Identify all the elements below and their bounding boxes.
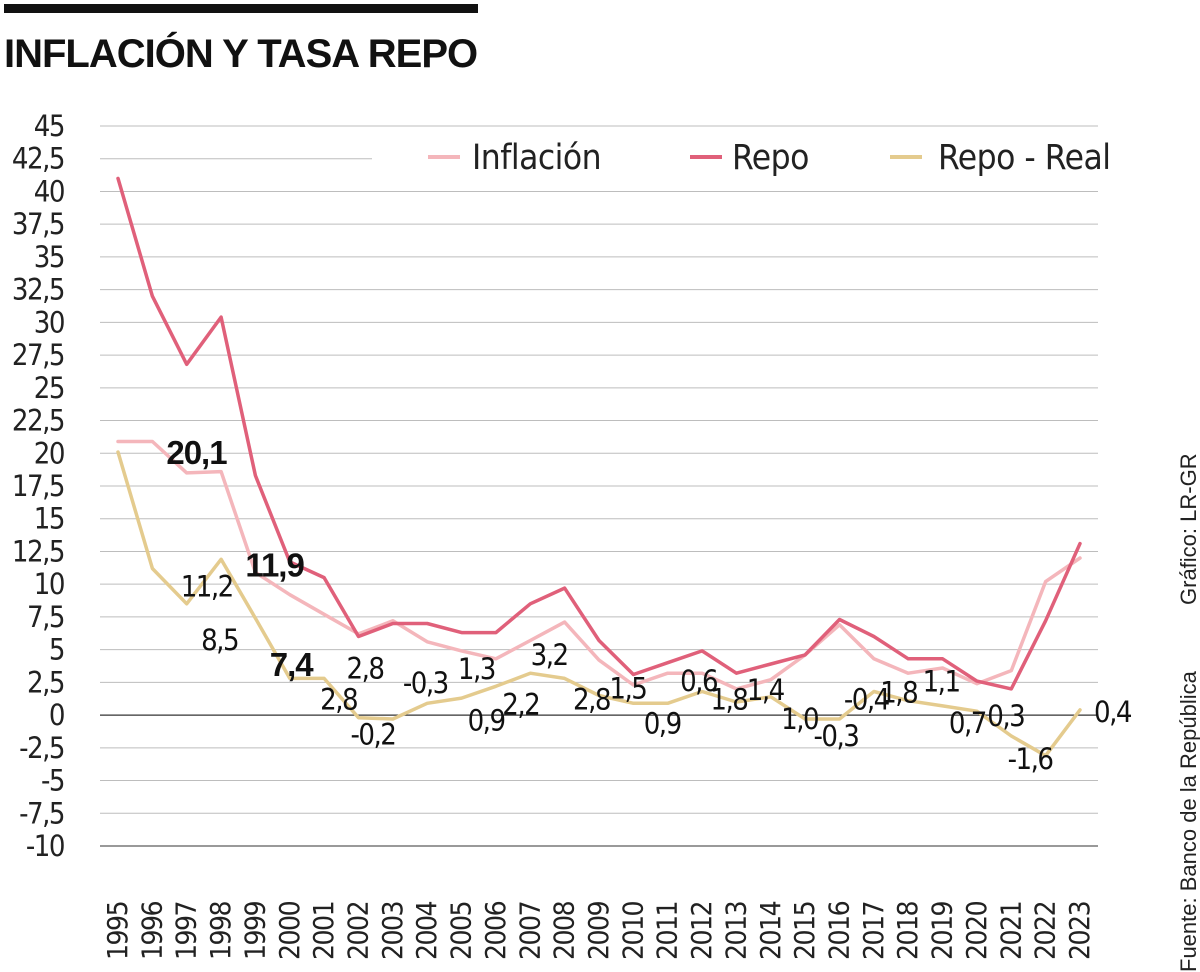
y-tick-label: 45 xyxy=(34,109,64,143)
x-tick-label: 2005 xyxy=(445,902,478,960)
x-tick-label: 2010 xyxy=(616,901,649,960)
x-tick-label: 1995 xyxy=(101,902,134,960)
data-label: 2,8 xyxy=(347,651,384,685)
data-label: 2,8 xyxy=(573,682,610,716)
x-tick-label: 2022 xyxy=(1029,902,1062,960)
y-tick-label: 2,5 xyxy=(27,665,64,699)
x-tick-label: 2016 xyxy=(823,901,856,960)
chart-title: INFLACIÓN Y TASA REPO xyxy=(4,32,478,76)
title-bar-decoration xyxy=(4,4,478,13)
x-tick-label: 2019 xyxy=(926,901,959,960)
x-tick-label: 2011 xyxy=(651,902,684,960)
x-tick-label: 2020 xyxy=(960,901,993,960)
x-tick-label: 2006 xyxy=(479,901,512,960)
data-label: 0,3 xyxy=(987,699,1024,733)
data-label: -0,3 xyxy=(403,666,448,700)
data-label: 3,2 xyxy=(531,638,568,672)
x-tick-label: 2001 xyxy=(307,902,340,960)
data-label: 0,9 xyxy=(644,706,681,740)
y-tick-label: 12,5 xyxy=(12,534,64,568)
y-tick-label: -7,5 xyxy=(19,796,64,830)
graphic-credit: Gráfico: LR-GR xyxy=(1176,453,1200,605)
data-label: 1,8 xyxy=(880,676,917,710)
x-tick-label: 2012 xyxy=(685,902,718,960)
x-tick-label: 2007 xyxy=(513,902,546,960)
x-tick-label: 1999 xyxy=(238,901,271,960)
y-tick-label: 15 xyxy=(34,502,64,536)
x-tick-label: 1998 xyxy=(204,901,237,960)
x-tick-label: 2014 xyxy=(754,901,787,960)
x-tick-label: 2017 xyxy=(857,902,890,960)
x-tick-label: 2023 xyxy=(1063,901,1096,960)
y-tick-label: 42,5 xyxy=(12,142,64,176)
x-tick-label: 1996 xyxy=(135,901,168,960)
x-tick-label: 2013 xyxy=(719,901,752,960)
x-tick-label: 2004 xyxy=(410,901,443,960)
y-tick-label: 32,5 xyxy=(12,273,64,307)
y-tick-label: 37,5 xyxy=(12,207,64,241)
x-tick-label: 2021 xyxy=(994,902,1027,960)
x-tick-label: 2002 xyxy=(342,902,375,960)
y-tick-label: 22,5 xyxy=(12,404,64,438)
y-tick-label: 5 xyxy=(49,633,64,667)
data-label: 8,5 xyxy=(201,623,238,657)
data-label: 2,2 xyxy=(502,687,539,721)
y-tick-label: 30 xyxy=(34,305,64,339)
y-tick-label: 0 xyxy=(49,698,64,732)
y-tick-label: 35 xyxy=(34,240,64,274)
data-label: 20,1 xyxy=(166,434,227,471)
data-label: 11,2 xyxy=(181,569,233,603)
data-label: 0,7 xyxy=(949,706,986,740)
data-label: -1,6 xyxy=(1008,742,1053,776)
data-label: 0,9 xyxy=(468,703,505,737)
data-label: -0,4 xyxy=(844,682,890,716)
series-line-inflaci-n xyxy=(116,439,1082,691)
y-tick-label: -10 xyxy=(26,829,64,863)
legend-label: Repo xyxy=(732,138,809,178)
data-label: 1,5 xyxy=(609,671,646,705)
data-label: 1,1 xyxy=(923,665,960,699)
y-tick-label: -5 xyxy=(41,764,64,798)
y-tick-label: 27,5 xyxy=(12,338,64,372)
data-label: 1,0 xyxy=(781,702,818,736)
data-label: -0,2 xyxy=(351,718,396,752)
x-tick-label: 2018 xyxy=(891,901,924,960)
data-label: 1,3 xyxy=(458,652,495,686)
data-label: -0,3 xyxy=(814,719,859,753)
data-label: 1,4 xyxy=(747,673,785,707)
y-tick-label: 20 xyxy=(34,436,64,470)
series-line-repo-real xyxy=(116,450,1082,758)
y-tick-label: 17,5 xyxy=(12,469,64,503)
series-line-repo xyxy=(116,176,1082,691)
legend-label: Inflación xyxy=(472,138,601,178)
y-tick-label: -2,5 xyxy=(19,731,64,765)
x-tick-label: 2003 xyxy=(376,901,409,960)
source-credit: Fuente: Banco de la República xyxy=(1176,671,1200,972)
data-label: 0,4 xyxy=(1094,695,1132,729)
x-tick-label: 2009 xyxy=(582,901,615,960)
x-tick-label: 2008 xyxy=(548,901,581,960)
data-label: 1,8 xyxy=(710,683,747,717)
y-tick-label: 10 xyxy=(34,567,64,601)
x-tick-label: 2000 xyxy=(273,901,306,960)
x-tick-label: 1997 xyxy=(170,902,203,960)
data-label: 0,6 xyxy=(680,664,717,698)
legend-label: Repo - Real xyxy=(938,138,1111,178)
y-tick-label: 40 xyxy=(34,174,64,208)
y-tick-label: 25 xyxy=(34,371,64,405)
data-label: 2,8 xyxy=(320,682,357,716)
y-tick-label: 7,5 xyxy=(27,600,64,634)
data-label: 11,9 xyxy=(245,546,304,583)
x-tick-label: 2015 xyxy=(788,902,821,960)
data-label: 7,4 xyxy=(270,646,315,683)
